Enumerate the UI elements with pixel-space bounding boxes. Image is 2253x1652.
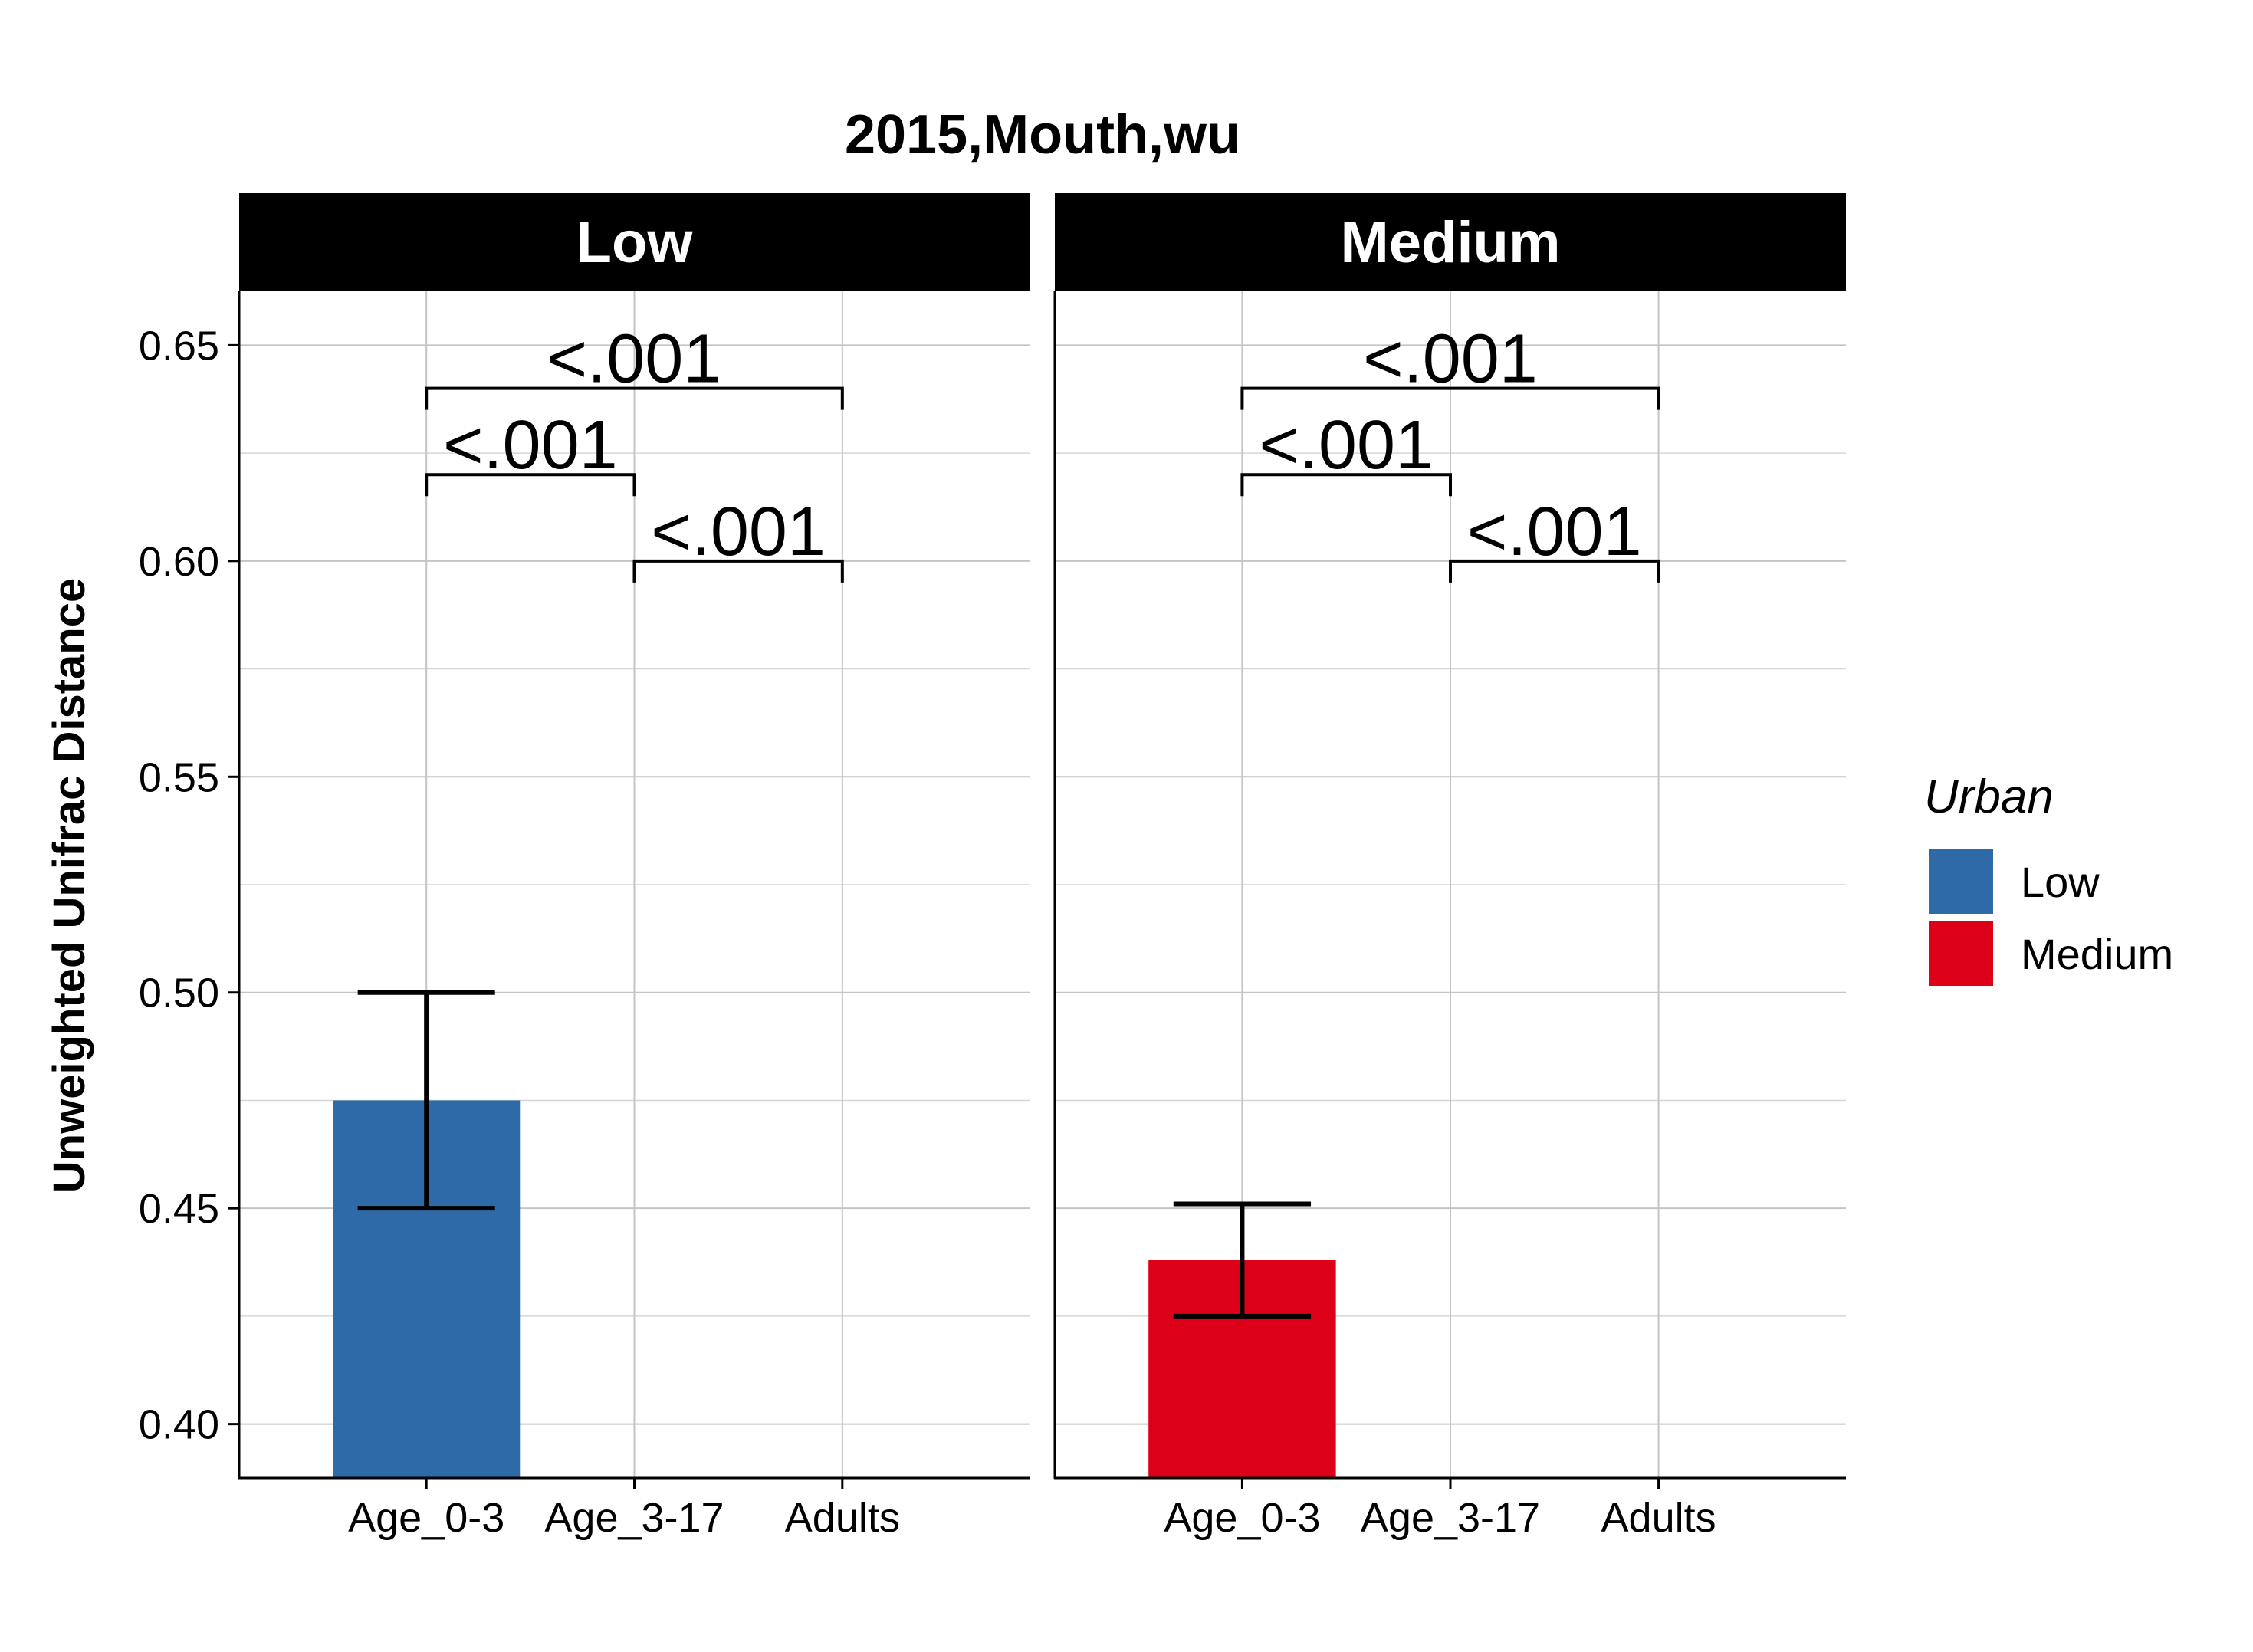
x-tick-label: Adults — [1601, 1495, 1716, 1541]
significance-bracket: <.001 — [1240, 407, 1452, 497]
significance-bracket: <.001 — [425, 407, 636, 497]
bracket-line — [425, 386, 844, 410]
y-tick-label: 0.40 — [139, 1402, 219, 1448]
y-tick-label: 0.45 — [139, 1186, 219, 1232]
error-bar — [357, 990, 495, 1211]
p-value-label: <.001 — [1363, 321, 1538, 398]
legend-label-low: Low — [2021, 858, 2100, 906]
significance-bracket: <.001 — [425, 321, 844, 410]
significance-bracket: <.001 — [1240, 321, 1660, 410]
significance-bracket: <.001 — [632, 494, 844, 583]
facet-strip — [1055, 193, 1846, 291]
p-value-label: <.001 — [651, 494, 826, 570]
y-tick-label: 0.60 — [139, 539, 219, 585]
x-tick-label: Age_0-3 — [348, 1495, 504, 1541]
legend-title: Urban — [1924, 770, 2054, 823]
p-value-label: <.001 — [547, 321, 722, 398]
legend: Urban Low Medium — [1924, 770, 2173, 986]
bracket-line — [632, 559, 844, 583]
bracket-line — [425, 473, 636, 497]
p-value-label: <.001 — [1259, 407, 1434, 484]
x-tick-label: Adults — [785, 1495, 900, 1541]
x-tick-label: Age_0-3 — [1164, 1495, 1320, 1541]
bracket-line — [1240, 386, 1660, 410]
error-bar — [1173, 1201, 1312, 1319]
legend-swatch-medium — [1929, 921, 1993, 986]
significance-bracket: <.001 — [1449, 494, 1660, 583]
p-value-label: <.001 — [1467, 494, 1642, 570]
facet-strip-label: Low — [576, 210, 694, 275]
y-tick-label: 0.65 — [139, 323, 219, 369]
chart-title: 2015,Mouth,wu — [845, 104, 1240, 166]
facet-panels: Low <.001 <.001 <.001 Age_0-3 Age_3-17 Adults 0… — [139, 193, 1846, 1541]
legend-swatch-low — [1929, 849, 1993, 914]
y-tick-label: 0.50 — [139, 971, 219, 1016]
facet-strip-label: Medium — [1340, 210, 1560, 275]
bracket-line — [1240, 473, 1452, 497]
y-axis-label: Unweighted Unifrac Distance — [44, 578, 94, 1193]
x-tick-label: Age_3-17 — [1361, 1495, 1540, 1541]
facet-strip — [239, 193, 1030, 291]
facet-panel-low: Low <.001 <.001 <.001 Age_0-3 Age_3-17 Adults 0… — [139, 193, 1030, 1541]
p-value-label: <.001 — [443, 407, 618, 484]
y-tick-label: 0.55 — [139, 754, 219, 800]
legend-label-medium: Medium — [2021, 930, 2173, 978]
bracket-line — [1449, 559, 1660, 583]
facet-panel-medium: Medium <.001 <.001 <.001 Age_0-3 Age_3-17 Adul… — [1053, 193, 1846, 1541]
x-tick-label: Age_3-17 — [544, 1495, 724, 1541]
